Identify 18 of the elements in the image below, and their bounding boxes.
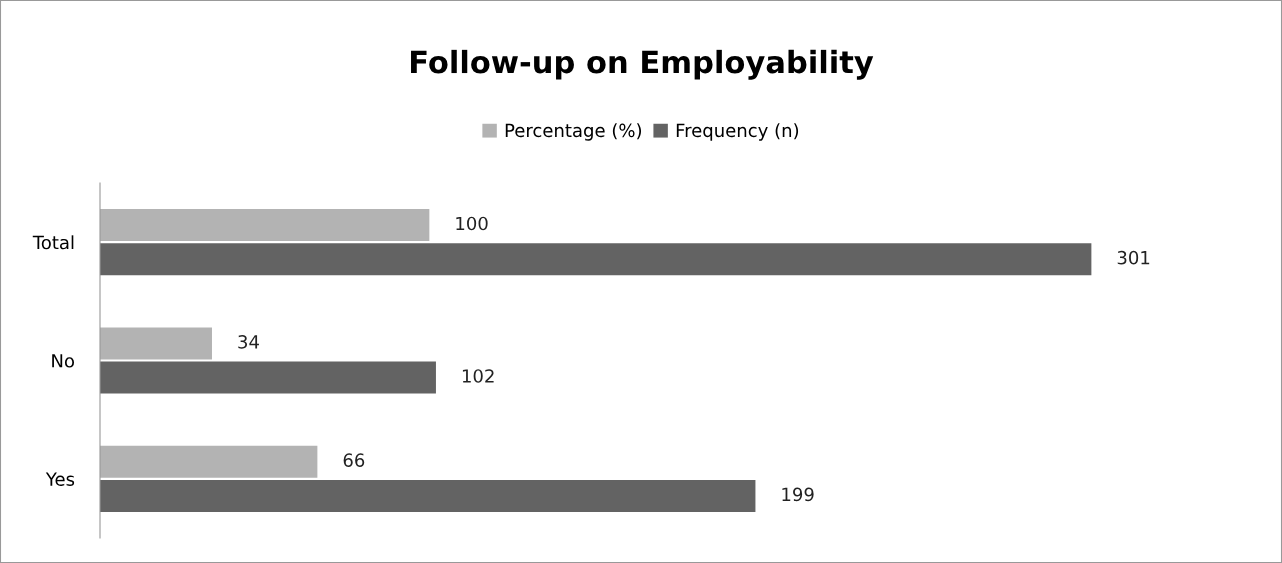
bar bbox=[100, 479, 756, 512]
chart-title: Follow-up on Employability bbox=[411, 49, 874, 80]
bar bbox=[100, 445, 318, 478]
legend-label: Frequency (n) bbox=[676, 123, 799, 141]
data-label: 102 bbox=[462, 369, 494, 383]
data-label: 66 bbox=[343, 453, 365, 467]
y-tick-label: Yes bbox=[45, 472, 75, 486]
y-tick-label: No bbox=[52, 354, 75, 368]
bar bbox=[100, 361, 436, 394]
data-label: 34 bbox=[238, 334, 259, 349]
bar bbox=[100, 327, 212, 360]
data-label: 301 bbox=[1117, 250, 1150, 265]
y-tick-label: Total bbox=[32, 235, 74, 250]
bar bbox=[100, 243, 1092, 276]
data-label: 100 bbox=[456, 216, 488, 231]
bar bbox=[100, 209, 430, 242]
data-label: 199 bbox=[782, 487, 814, 502]
legend-label: Percentage (%) bbox=[505, 123, 642, 141]
